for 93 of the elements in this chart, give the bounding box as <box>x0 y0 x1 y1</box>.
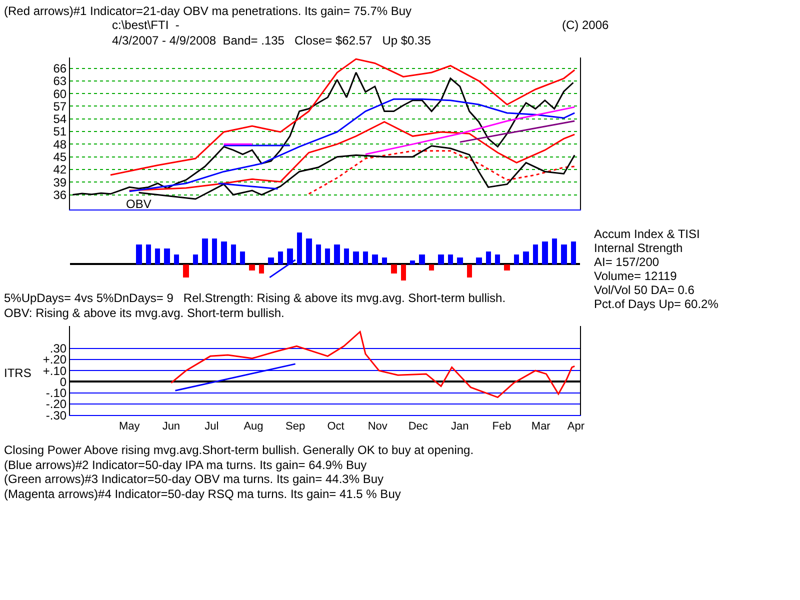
bar <box>221 241 227 264</box>
bar <box>363 251 368 264</box>
y-axis-title: Accum Index & TISI <box>594 227 700 241</box>
x-tick-label: Sep <box>286 420 306 432</box>
bar <box>382 257 387 264</box>
x-tick-label: Jul <box>204 420 219 432</box>
text: Vol/Vol 50 DA= 0.6 <box>594 283 695 297</box>
y-tick-label: 57 <box>53 99 67 114</box>
bar <box>514 254 519 264</box>
y-tick-label: 45 <box>53 150 67 164</box>
x-tick-label: Dec <box>408 420 428 432</box>
bar <box>240 251 245 264</box>
x-tick-label: Jun <box>162 420 180 432</box>
bar <box>183 264 189 278</box>
x-tick-label: Aug <box>244 420 264 432</box>
text: Closing Power Above rising mvg.avg.Short-term bullish. Generally OK to buy at opening. <box>4 443 474 457</box>
line-series <box>110 58 576 176</box>
bar <box>571 241 576 264</box>
text: (Blue arrows)#2 Indicator=50-day IPA ma turns. Its gain= 64.9% Buy <box>4 458 367 472</box>
bar <box>561 244 567 264</box>
bar <box>533 244 538 264</box>
bar <box>268 257 274 264</box>
bar <box>231 244 236 264</box>
line-series <box>170 330 576 398</box>
line-series <box>128 98 576 192</box>
bar <box>391 264 397 274</box>
bar <box>212 238 217 264</box>
bar <box>372 254 378 264</box>
bar <box>448 254 453 264</box>
bar <box>202 238 208 264</box>
bar <box>155 248 160 264</box>
y-tick-label: 63 <box>53 74 67 88</box>
line-series <box>308 150 576 195</box>
bar <box>259 264 264 274</box>
y-tick-label: 54 <box>53 112 67 126</box>
text: (Magenta arrows)#4 Indicator=50-day RSQ ma turns. Its gain= 41.5 % Buy <box>4 487 401 501</box>
text: (C) 2006 <box>562 18 610 32</box>
y-axis-title: ITRS <box>4 366 32 380</box>
y-tick-label: 51 <box>53 124 67 139</box>
bar <box>249 264 255 270</box>
line-series <box>364 106 576 156</box>
y-tick-label: 36 <box>53 188 67 202</box>
bar <box>457 257 463 264</box>
bar <box>523 251 529 264</box>
text: AI= 157/200 <box>594 255 660 269</box>
bar <box>174 254 179 264</box>
bar <box>552 238 557 264</box>
bar <box>495 254 500 264</box>
text: Volume= 12119 <box>594 269 678 283</box>
text: Pct.of Days Up= 60.2% <box>594 297 719 311</box>
bar <box>419 254 425 264</box>
bar <box>334 244 340 264</box>
bar <box>542 241 548 264</box>
text: 5%UpDays= 4vs 5%DnDays= 9 Rel.Strength: Rising & above its mvg.avg. Short-term bullish. <box>4 291 506 305</box>
x-tick-label: Nov <box>368 420 388 432</box>
chart-subtitle: c:\best\FTI - 4/3/2007 - 4/9/2008 Band= .135 Close= $62.57 Up $0.35 <box>112 18 432 48</box>
text: OBV: Rising & above its mvg.avg. Short-term bullish. <box>4 306 284 320</box>
line-series <box>72 72 574 196</box>
bar <box>438 254 444 264</box>
x-tick-label: Feb <box>492 420 512 432</box>
y-tick-label: 39 <box>53 175 67 190</box>
bar <box>344 248 349 264</box>
bar <box>306 238 312 264</box>
x-tick-label: Oct <box>327 420 344 432</box>
bar <box>353 251 359 264</box>
y-tick-label: 60 <box>53 86 67 101</box>
bar <box>164 248 170 264</box>
bar <box>278 251 283 264</box>
bar <box>316 244 321 264</box>
y-tick-label: 42 <box>53 162 67 177</box>
y-tick-label: 48 <box>53 137 67 152</box>
line-series <box>128 121 576 192</box>
bar <box>401 264 406 280</box>
series-label: OBV <box>126 197 152 211</box>
x-tick-label: Mar <box>531 420 551 432</box>
line-series <box>138 145 576 200</box>
y-tick-label: 66 <box>53 61 67 76</box>
bar <box>486 251 491 264</box>
text: (Green arrows)#3 Indicator=50-day OBV ma turns. Its gain= 44.3% Buy <box>4 472 384 486</box>
bar <box>136 244 142 264</box>
bar <box>146 244 151 264</box>
bar <box>504 264 510 270</box>
bar <box>429 264 434 270</box>
x-tick-label: Apr <box>567 420 585 432</box>
chart-title: (Red arrows)#1 Indicator=21-day OBV ma penetrations. Its gain= 75.7% Buy <box>4 4 412 18</box>
bar <box>476 257 482 264</box>
bar <box>467 264 472 278</box>
bar <box>410 260 415 264</box>
text: Internal Strength <box>594 241 683 255</box>
bar <box>193 254 198 264</box>
bar <box>325 248 330 264</box>
x-tick-label: May <box>118 420 140 432</box>
x-tick-label: Jan <box>451 420 469 432</box>
